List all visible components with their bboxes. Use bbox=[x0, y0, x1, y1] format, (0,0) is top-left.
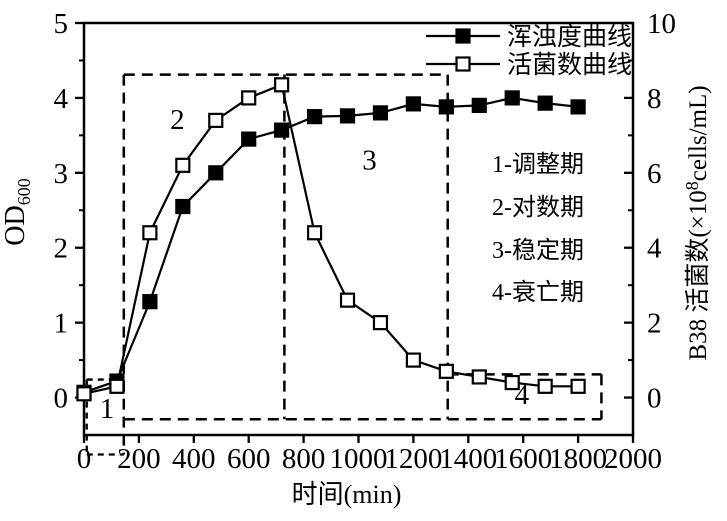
phase-boxes-layer bbox=[85, 73, 603, 456]
y-right-tick-label: 6 bbox=[647, 158, 662, 190]
series-line-0 bbox=[83, 96, 579, 394]
y-left-axis-title-sub: 600 bbox=[14, 178, 34, 205]
phase-number-label: 4 bbox=[515, 379, 530, 411]
data-point-marker-open-square bbox=[438, 363, 454, 379]
y-right-tick-label: 2 bbox=[647, 308, 662, 340]
x-tick-label: 1600 bbox=[494, 443, 552, 475]
x-tick-label: 1800 bbox=[549, 443, 607, 475]
y-left-tick-label: 2 bbox=[54, 233, 69, 265]
data-series-layer bbox=[76, 77, 586, 402]
x-tick-label: 1200 bbox=[384, 443, 442, 475]
legend-marker-open-square bbox=[455, 56, 471, 72]
x-tick-label: 400 bbox=[172, 443, 216, 475]
data-point-marker-open-square bbox=[471, 369, 487, 385]
data-point-marker-filled-square bbox=[504, 90, 520, 106]
data-point-marker-filled-square bbox=[274, 122, 290, 138]
y-right-axis-title: B38 活菌数(×108cells/mL) bbox=[682, 85, 712, 360]
data-point-marker-filled-square bbox=[208, 165, 224, 181]
data-point-marker-filled-square bbox=[175, 198, 191, 215]
y-right-tick-label: 8 bbox=[647, 83, 662, 115]
x-tick-label: 200 bbox=[117, 443, 161, 475]
data-point-marker-filled-square bbox=[471, 97, 487, 114]
x-tick-label: 0 bbox=[77, 443, 92, 475]
data-point-marker-open-square bbox=[537, 378, 553, 394]
phase-number-label: 3 bbox=[362, 144, 377, 176]
data-point-marker-open-square bbox=[76, 386, 92, 402]
data-point-marker-open-square bbox=[175, 157, 191, 173]
y-right-axis-title-sup: 8 bbox=[682, 181, 702, 190]
legend-label: 浑浊度曲线 bbox=[507, 23, 632, 51]
data-point-marker-filled-square bbox=[570, 99, 586, 115]
axes-frame-layer bbox=[75, 21, 635, 443]
phase-annotation: 4-衰亡期 bbox=[492, 279, 584, 306]
data-point-marker-filled-square bbox=[241, 131, 257, 147]
phase-number-label: 1 bbox=[100, 393, 115, 425]
y-left-tick-label: 5 bbox=[54, 8, 69, 40]
data-point-marker-open-square bbox=[208, 112, 224, 128]
y-right-tick-label: 10 bbox=[647, 8, 676, 40]
series-line-1 bbox=[83, 83, 579, 395]
data-point-marker-filled-square bbox=[537, 95, 553, 111]
data-point-marker-open-square bbox=[142, 225, 158, 241]
data-point-marker-filled-square bbox=[372, 105, 389, 121]
y-left-axis-title: OD600 bbox=[0, 178, 34, 245]
data-point-marker-filled-square bbox=[306, 109, 323, 125]
data-point-marker-open-square bbox=[372, 315, 389, 331]
y-right-axis-title-suffix: cells/mL) bbox=[685, 85, 712, 181]
x-tick-label: 600 bbox=[227, 443, 271, 475]
y-left-tick-label: 3 bbox=[54, 158, 69, 190]
data-point-marker-open-square bbox=[405, 352, 421, 368]
y-left-tick-label: 0 bbox=[54, 383, 69, 415]
data-point-marker-filled-square bbox=[142, 294, 158, 310]
x-axis-title: 时间(min) bbox=[292, 480, 402, 509]
data-point-marker-open-square bbox=[306, 225, 323, 241]
data-point-marker-filled-square bbox=[405, 96, 421, 112]
data-point-marker-open-square bbox=[570, 378, 586, 394]
text-layer: 0 200 400 600 800 100012001400160018002000012… bbox=[0, 8, 712, 509]
legend-item-0: 浑浊度曲线 bbox=[426, 23, 632, 51]
data-point-marker-open-square bbox=[339, 292, 356, 308]
x-tick-label: 1000 bbox=[330, 443, 388, 475]
x-tick-label: 800 bbox=[282, 443, 326, 475]
y-left-tick-label: 4 bbox=[54, 83, 69, 115]
plot-frame bbox=[82, 21, 635, 437]
data-point-marker-open-square bbox=[274, 77, 290, 93]
y-left-tick-label: 1 bbox=[54, 308, 69, 340]
x-tick-label: 1400 bbox=[439, 443, 497, 475]
x-tick-label: 2000 bbox=[604, 443, 662, 475]
phase-number-label: 2 bbox=[170, 104, 185, 136]
data-point-marker-filled-square bbox=[438, 99, 454, 115]
y-right-tick-label: 4 bbox=[647, 233, 662, 265]
data-point-marker-open-square bbox=[241, 90, 257, 106]
phase-annotation: 3-稳定期 bbox=[492, 237, 584, 264]
data-point-marker-open-square bbox=[504, 374, 520, 391]
data-point-marker-filled-square bbox=[339, 108, 356, 124]
phase-annotation: 1-调整期 bbox=[492, 151, 584, 178]
data-point-marker-open-square bbox=[109, 378, 125, 394]
y-right-tick-label: 0 bbox=[647, 383, 662, 415]
legend-marker-filled-square bbox=[455, 28, 471, 44]
legend-label: 活菌数曲线 bbox=[507, 51, 632, 79]
legend-item-1: 活菌数曲线 bbox=[426, 51, 632, 79]
phase-annotation: 2-对数期 bbox=[492, 194, 584, 221]
